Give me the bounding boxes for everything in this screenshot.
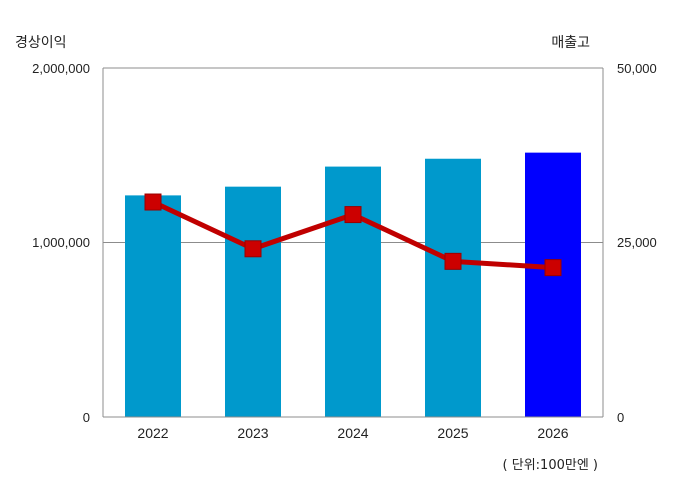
line-marker-2022 xyxy=(144,193,162,211)
left-tick-label: 2,000,000 xyxy=(32,61,90,76)
right-tick-label: 25,000 xyxy=(617,235,657,250)
line-series xyxy=(144,193,562,277)
x-tick-label: 2026 xyxy=(537,425,568,441)
line-marker-2025 xyxy=(444,252,462,270)
x-tick-label: 2023 xyxy=(237,425,268,441)
x-tick-labels: 2022 2023 2024 2025 2026 xyxy=(137,425,568,441)
left-tick-label: 0 xyxy=(83,410,90,425)
line-marker-2023 xyxy=(244,240,262,258)
right-axis-title: 매출고 xyxy=(551,35,590,51)
bar-series xyxy=(125,152,581,418)
bar-2025 xyxy=(425,158,481,418)
x-tick-label: 2025 xyxy=(437,425,468,441)
left-tick-label: 1,000,000 xyxy=(32,235,90,250)
bar-2022 xyxy=(125,195,181,417)
unit-note: ( 단위:100만엔 ) xyxy=(503,458,598,473)
left-axis-title: 경상이익 xyxy=(15,35,67,51)
right-tick-label: 50,000 xyxy=(617,61,657,76)
x-tick-label: 2024 xyxy=(337,425,368,441)
bar-2024 xyxy=(325,166,381,417)
bar-2026 xyxy=(525,152,581,417)
line-marker-2026 xyxy=(544,259,562,277)
line-marker-2024 xyxy=(344,206,362,224)
bar-2023 xyxy=(225,186,281,417)
x-tick-label: 2022 xyxy=(137,425,168,441)
right-tick-label: 0 xyxy=(617,410,624,425)
